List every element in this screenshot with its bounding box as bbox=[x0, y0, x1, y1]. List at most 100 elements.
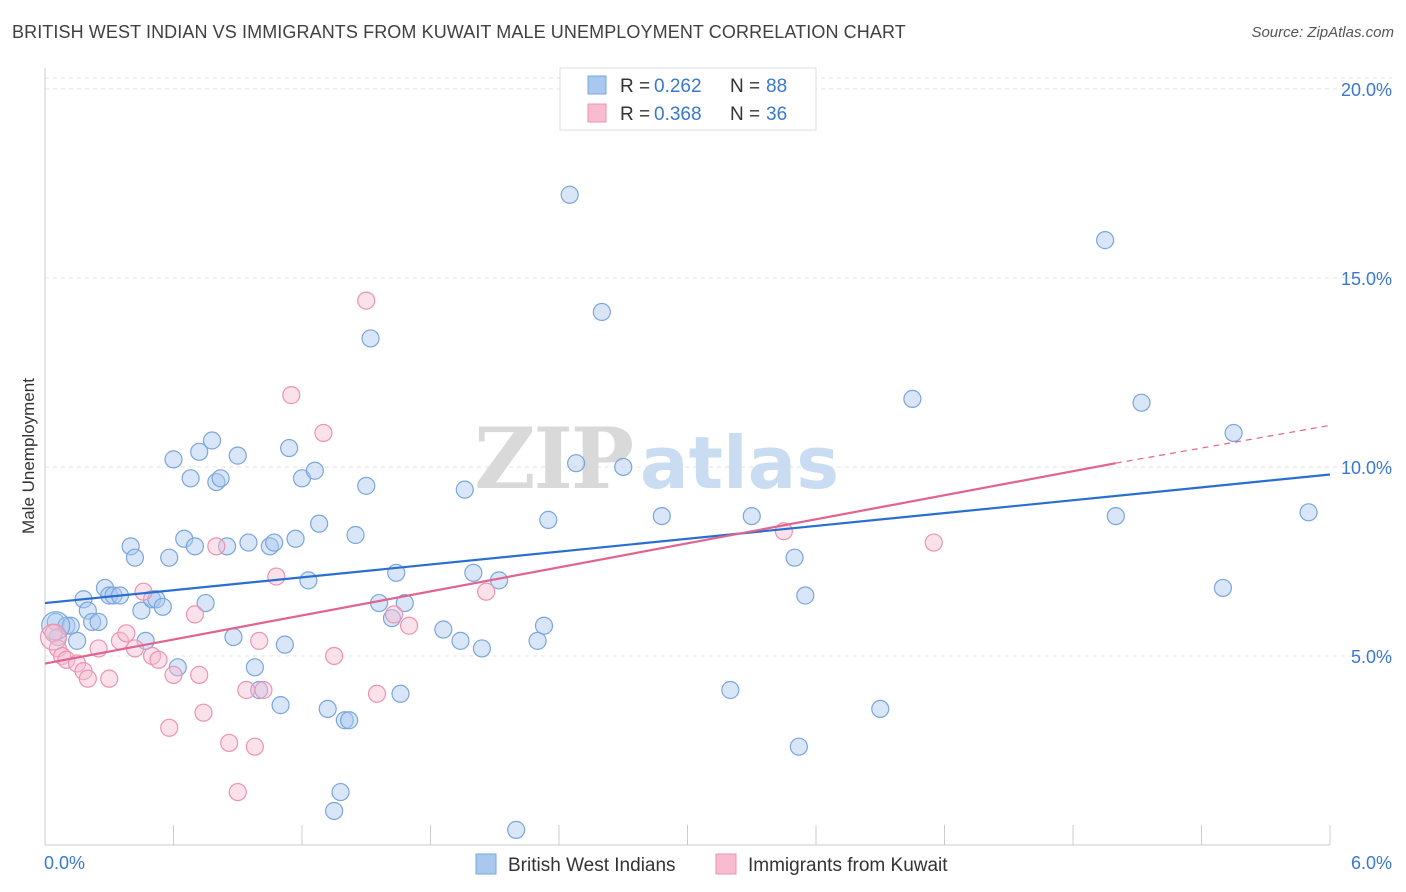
data-point bbox=[286, 529, 305, 548]
y-tick-labels: 5.0% 10.0% 15.0% 20.0% bbox=[1341, 80, 1392, 667]
legend-bottom-label-blue: British West Indians bbox=[508, 855, 676, 876]
y-tick-label-0: 5.0% bbox=[1351, 647, 1392, 667]
data-point bbox=[528, 631, 547, 650]
data-point bbox=[282, 386, 301, 405]
y-axis-label: Male Unemployment bbox=[19, 378, 38, 534]
data-point bbox=[340, 711, 359, 730]
legend-bottom-label-pink: Immigrants from Kuwait bbox=[748, 855, 948, 876]
data-point bbox=[175, 529, 194, 548]
data-point bbox=[164, 450, 183, 469]
data-point bbox=[271, 696, 290, 715]
data-point bbox=[305, 461, 324, 480]
data-point bbox=[742, 506, 761, 526]
data-point bbox=[245, 737, 264, 756]
data-point bbox=[228, 782, 247, 802]
data-point bbox=[220, 733, 239, 753]
data-point bbox=[217, 537, 237, 556]
data-point bbox=[83, 612, 102, 632]
y-tick-label-3: 20.0% bbox=[1341, 80, 1392, 100]
data-point bbox=[207, 537, 226, 556]
y-tick-label-1: 10.0% bbox=[1341, 458, 1392, 478]
data-point bbox=[164, 665, 183, 684]
data-point bbox=[567, 454, 586, 473]
data-point bbox=[325, 801, 344, 821]
data-point bbox=[539, 510, 558, 529]
legend-n-value-blue: 88 bbox=[766, 76, 787, 97]
data-point bbox=[68, 631, 87, 650]
data-point bbox=[357, 476, 376, 495]
legend-bottom-swatch-blue bbox=[475, 853, 497, 875]
data-point bbox=[367, 684, 387, 703]
data-point bbox=[318, 699, 337, 719]
x-tick-label-min: 0.0% bbox=[44, 853, 85, 873]
legend-r-value-blue: 0.262 bbox=[654, 76, 702, 97]
legend-swatch-pink bbox=[587, 103, 607, 123]
data-point bbox=[149, 650, 168, 669]
data-point bbox=[325, 646, 344, 666]
data-point bbox=[121, 537, 140, 556]
data-point bbox=[228, 446, 247, 465]
data-point bbox=[190, 442, 209, 461]
data-point bbox=[534, 616, 554, 635]
data-point bbox=[250, 680, 269, 700]
data-point bbox=[721, 680, 740, 700]
data-point bbox=[361, 329, 380, 348]
data-point bbox=[395, 593, 414, 613]
data-point bbox=[796, 586, 815, 605]
data-point bbox=[211, 469, 230, 488]
data-point bbox=[275, 635, 294, 654]
data-point bbox=[785, 548, 804, 567]
trend-lines bbox=[44, 424, 1331, 665]
axes bbox=[44, 68, 1331, 846]
watermark-zip: ZIP bbox=[474, 409, 633, 508]
data-point bbox=[245, 658, 264, 677]
data-point bbox=[160, 548, 179, 567]
data-point bbox=[181, 469, 200, 488]
data-point bbox=[1213, 578, 1233, 598]
trend-line-pink-extension bbox=[1115, 424, 1331, 464]
data-point bbox=[280, 438, 299, 458]
data-point bbox=[250, 631, 269, 650]
data-point bbox=[614, 457, 633, 477]
data-point bbox=[89, 612, 108, 632]
data-point bbox=[346, 525, 365, 545]
legend-top: R = 0.262 N = 88 R = 0.368 N = 36 bbox=[559, 67, 817, 131]
data-point bbox=[196, 593, 215, 613]
trend-line-blue bbox=[44, 473, 1331, 605]
data-point bbox=[652, 506, 671, 526]
data-point bbox=[1299, 503, 1318, 522]
data-point bbox=[78, 601, 97, 620]
data-point bbox=[477, 582, 496, 601]
legend-r-label-blue: R = bbox=[620, 76, 650, 97]
chart-source: Source: ZipAtlas.com bbox=[1251, 24, 1394, 41]
data-point bbox=[472, 639, 491, 658]
watermark-atlas: atlas bbox=[640, 421, 839, 505]
data-point bbox=[132, 601, 151, 620]
legend-r-label-pink: R = bbox=[620, 104, 650, 125]
trend-line-pink bbox=[44, 462, 1117, 665]
grid-lines bbox=[45, 77, 1392, 657]
data-point bbox=[1132, 393, 1151, 412]
data-point bbox=[592, 302, 611, 322]
data-point bbox=[125, 548, 145, 567]
data-point bbox=[391, 684, 410, 703]
data-point bbox=[185, 605, 205, 624]
data-point bbox=[265, 533, 284, 552]
data-point bbox=[160, 718, 179, 737]
data-point bbox=[237, 680, 256, 700]
legend-n-label-pink: N = bbox=[730, 104, 760, 125]
x-tick-label-max: 6.0% bbox=[1351, 853, 1392, 873]
series-immigrants-from-kuwait bbox=[39, 291, 943, 802]
legend-n-value-pink: 36 bbox=[766, 104, 787, 125]
watermark: ZIP atlas bbox=[474, 409, 839, 508]
data-point bbox=[100, 669, 119, 688]
legend-swatch-blue bbox=[587, 75, 607, 95]
data-point bbox=[1106, 506, 1125, 526]
data-point bbox=[1096, 231, 1115, 250]
data-point-cluster bbox=[39, 623, 68, 651]
data-point bbox=[560, 185, 579, 204]
data-point bbox=[399, 616, 419, 635]
data-point bbox=[464, 563, 483, 582]
data-point bbox=[1224, 423, 1243, 443]
